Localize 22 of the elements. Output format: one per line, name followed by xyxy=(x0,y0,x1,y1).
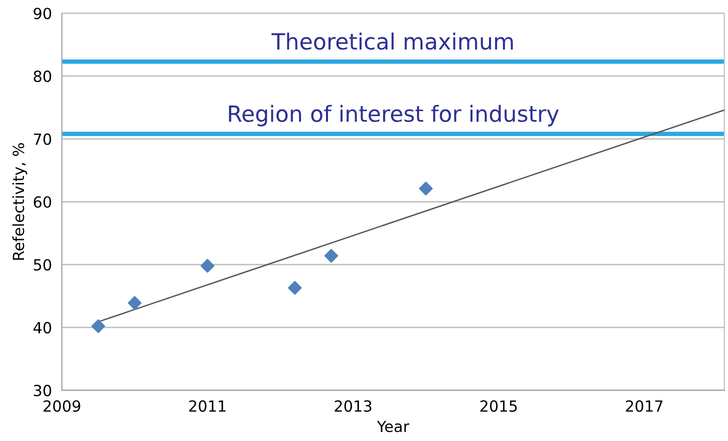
x-tick-label: 2013 xyxy=(334,400,372,412)
y-tick-label: 30 xyxy=(34,384,52,396)
point xyxy=(200,258,214,273)
x-axis-title: Year xyxy=(376,420,410,432)
x-tick-label: 2017 xyxy=(626,400,662,412)
point xyxy=(288,280,302,295)
y-tick-label: 40 xyxy=(33,322,52,334)
y-tick-label: 50 xyxy=(34,259,52,271)
y-tick-label: 70 xyxy=(34,133,52,145)
ref-line-label: Theoretical maximum xyxy=(271,32,513,50)
y-tick-label: 90 xyxy=(34,8,52,20)
point xyxy=(128,296,142,310)
y-axis-title: Refelectivity, % xyxy=(12,143,28,260)
x-tick-label: 2015 xyxy=(480,400,517,412)
ref-line-label: Region of interest for industry xyxy=(229,104,559,126)
x-tick-label: 2009 xyxy=(44,400,80,412)
y-tick-label: 80 xyxy=(34,70,52,82)
y-tick-label: 60 xyxy=(34,196,52,208)
point xyxy=(91,319,106,334)
point xyxy=(324,248,338,263)
point xyxy=(418,182,433,196)
x-tick-label: 2011 xyxy=(189,400,226,412)
